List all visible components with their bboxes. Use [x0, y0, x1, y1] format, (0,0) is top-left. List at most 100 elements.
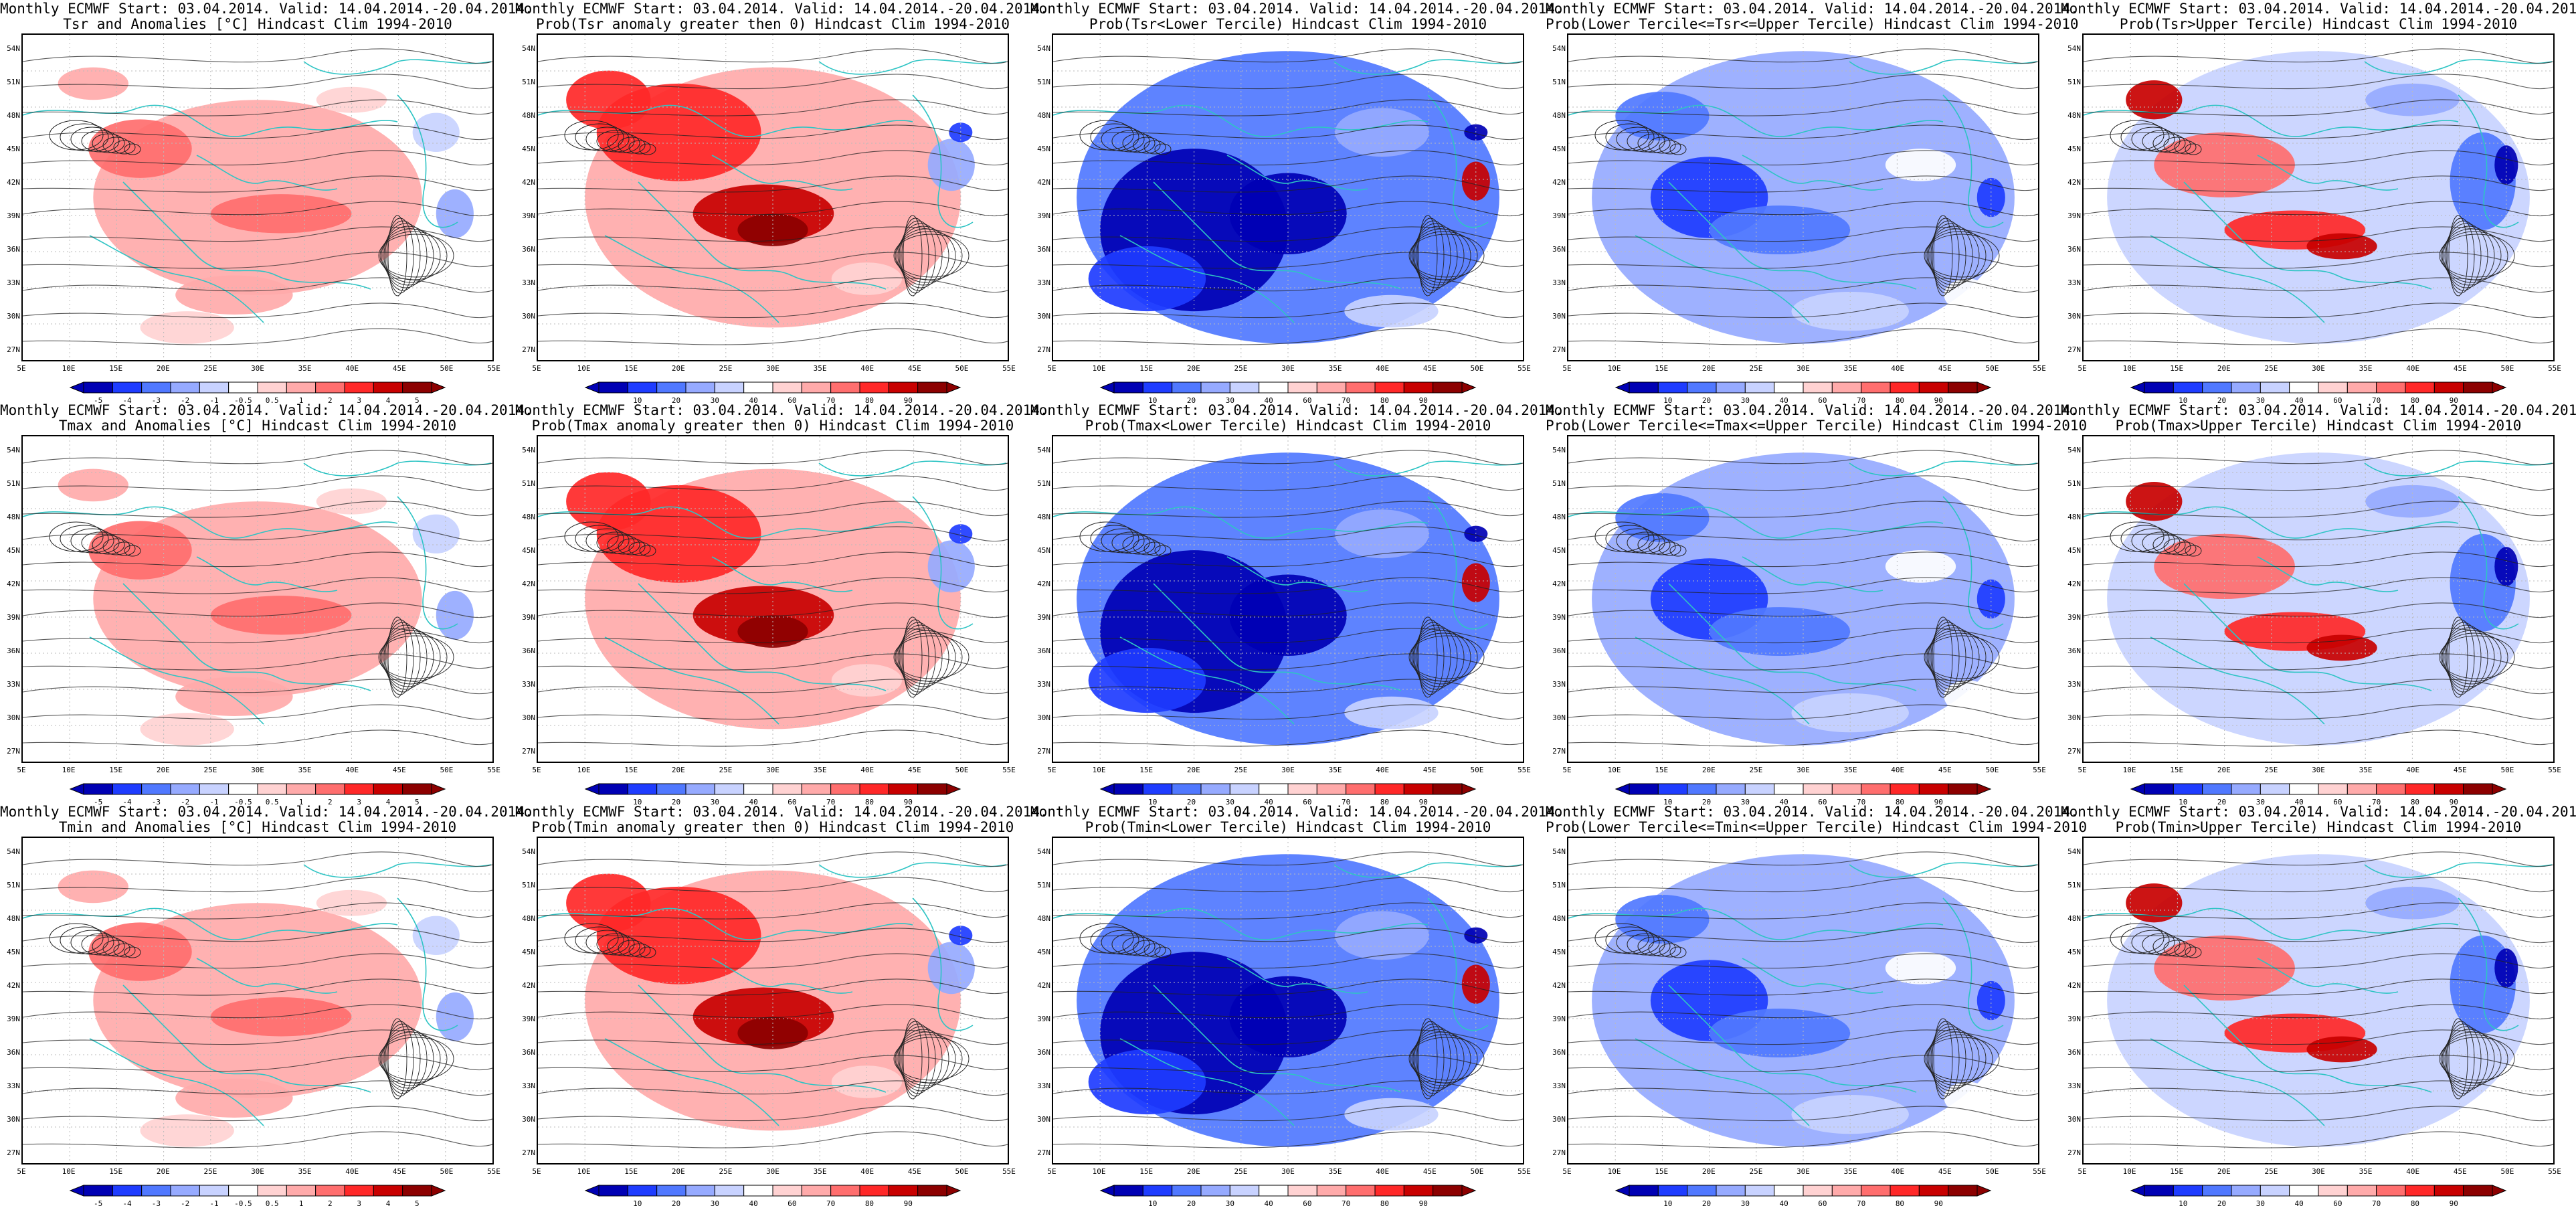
colorbar: -5 -4 -3 -2 -1 -0.5 0.5 1 2 3 4 5 — [69, 1183, 446, 1208]
latitude-label: 51N — [7, 479, 20, 488]
latitude-label: 51N — [1037, 78, 1050, 86]
map-area — [1052, 837, 1524, 1164]
longitude-label: 35E — [1328, 766, 1342, 774]
longitude-label: 30E — [766, 766, 779, 774]
longitude-label: 5E — [17, 766, 26, 774]
latitude-label: 27N — [1037, 747, 1050, 756]
longitude-label: 20E — [156, 1167, 170, 1176]
panel-title-line1: Monthly ECMWF Start: 03.04.2014. Valid: … — [2061, 1, 2576, 17]
colorbar-tick-label: 20 — [1186, 798, 1196, 806]
latitude-label: 51N — [522, 881, 535, 889]
colorbar-tick-label: 20 — [2217, 798, 2227, 806]
colorbar: 10 20 30 40 60 70 80 90 — [2130, 782, 2507, 806]
colorbar-tick-label: -1 — [209, 1199, 219, 1208]
latitude-label: 39N — [1552, 1015, 1566, 1023]
colorbar-tick-label: 40 — [749, 1199, 758, 1208]
longitude-label: 10E — [62, 364, 76, 373]
latitude-label: 33N — [522, 278, 535, 287]
panel-title-line2: Prob(Tmin<Lower Tercile) Hindcast Clim 1… — [1085, 819, 1491, 835]
colorbar-tick-label: 20 — [1701, 396, 1712, 405]
longitude-label: 50E — [440, 1167, 454, 1176]
panel-title-line2: Prob(Tmin anomaly greater then 0) Hindca… — [531, 819, 1014, 835]
latitude-label: 36N — [522, 1048, 535, 1057]
longitude-label: 15E — [1655, 364, 1669, 373]
longitude-label: 35E — [1843, 364, 1857, 373]
longitude-label: 45E — [1938, 1167, 1952, 1176]
longitude-label: 20E — [2217, 364, 2231, 373]
longitude-label: 5E — [2078, 1167, 2087, 1176]
panel-title-line2: Tmin and Anomalies [°C] Hindcast Clim 19… — [58, 819, 457, 835]
colorbar-tick-label: 30 — [710, 1199, 719, 1208]
latitude-label: 27N — [1552, 747, 1566, 756]
map-panel: Monthly ECMWF Start: 03.04.2014. Valid: … — [1546, 803, 2088, 1208]
longitude-label: 55E — [2548, 766, 2561, 774]
map-panel: Monthly ECMWF Start: 03.04.2014. Valid: … — [2061, 0, 2576, 406]
latitude-label: 39N — [1037, 613, 1050, 622]
longitude-label: 25E — [719, 766, 733, 774]
colorbar-tick-label: 80 — [1380, 396, 1390, 405]
longitude-label: 50E — [1985, 766, 1999, 774]
latitude-label: 39N — [522, 1015, 535, 1023]
longitude-label: 15E — [1139, 766, 1154, 774]
longitude-label: 30E — [2312, 1167, 2325, 1176]
panel-title-line2: Tmax and Anomalies [°C] Hindcast Clim 19… — [58, 418, 457, 434]
longitude-label: 45E — [1938, 364, 1952, 373]
colorbar-tick-label: 10 — [633, 396, 642, 405]
latitude-label: 42N — [522, 981, 535, 990]
latitude-label: 54N — [1552, 847, 1566, 856]
colorbar-tick-label: 60 — [2333, 396, 2342, 405]
latitude-label: 33N — [2067, 278, 2081, 287]
longitude-label: 25E — [2264, 364, 2278, 373]
colorbar-tick-label: 0.5 — [265, 1199, 279, 1208]
longitude-label: 50E — [440, 766, 454, 774]
panel-title-line2: Prob(Lower Tercile<=Tmin<=Upper Tercile)… — [1546, 819, 2088, 835]
map-area — [2082, 33, 2555, 361]
latitude-label: 27N — [522, 747, 535, 756]
latitude-label: 48N — [1552, 914, 1566, 923]
colorbar-tick-label: 70 — [1857, 396, 1866, 405]
latitude-label: 36N — [2067, 1048, 2081, 1057]
longitude-label: 30E — [2312, 766, 2325, 774]
longitude-label: 40E — [1891, 1167, 1905, 1176]
map-area — [1567, 33, 2039, 361]
latitude-label: 45N — [1037, 546, 1050, 555]
longitude-label: 10E — [1092, 766, 1106, 774]
longitude-label: 20E — [1701, 1167, 1716, 1176]
longitude-label: 15E — [624, 1167, 638, 1176]
latitude-label: 45N — [1037, 145, 1050, 153]
longitude-label: 25E — [203, 364, 217, 373]
latitude-label: 27N — [522, 345, 535, 354]
latitude-label: 30N — [7, 312, 20, 321]
longitude-label: 10E — [577, 766, 591, 774]
colorbar: 10 20 30 40 60 70 80 90 — [1099, 782, 1477, 806]
colorbar-tick-label: 0.5 — [265, 798, 279, 806]
panel-title-line1: Monthly ECMWF Start: 03.04.2014. Valid: … — [1546, 804, 2079, 820]
longitude-label: 35E — [2359, 364, 2373, 373]
latitude-label: 33N — [1037, 278, 1050, 287]
longitude-label: 35E — [298, 364, 312, 373]
colorbar: -5 -4 -3 -2 -1 -0.5 0.5 1 2 3 4 5 — [69, 380, 446, 405]
colorbar-tick-label: 3 — [357, 798, 361, 806]
longitude-label: 20E — [1701, 364, 1716, 373]
longitude-label: 25E — [1234, 1167, 1248, 1176]
colorbar: 10 20 30 40 60 70 80 90 — [2130, 1183, 2507, 1208]
longitude-label: 50E — [955, 364, 969, 373]
colorbar-tick-label: 10 — [1148, 798, 1158, 806]
panel-title-line1: Monthly ECMWF Start: 03.04.2014. Valid: … — [1030, 1, 1564, 17]
shaded-field — [1592, 854, 2015, 1147]
colorbar-tick-label: 80 — [864, 1199, 875, 1208]
latitude-label: 33N — [1552, 1082, 1566, 1090]
colorbar-tick-label: 40 — [2294, 1199, 2304, 1208]
longitude-label: 15E — [1655, 766, 1669, 774]
colorbar-tick-label: 2 — [328, 798, 333, 806]
colorbar-tick-label: 20 — [1186, 396, 1196, 405]
longitude-label: 50E — [1470, 1167, 1484, 1176]
latitude-label: 36N — [2067, 646, 2081, 655]
map-area — [2082, 435, 2555, 763]
longitude-label: 45E — [2453, 364, 2467, 373]
colorbar-tick-label: 80 — [1380, 1199, 1390, 1208]
latitude-label: 54N — [2067, 847, 2081, 856]
longitude-label: 30E — [2312, 364, 2325, 373]
longitude-label: 45E — [392, 766, 406, 774]
map-panel: Monthly ECMWF Start: 03.04.2014. Valid: … — [0, 402, 533, 807]
